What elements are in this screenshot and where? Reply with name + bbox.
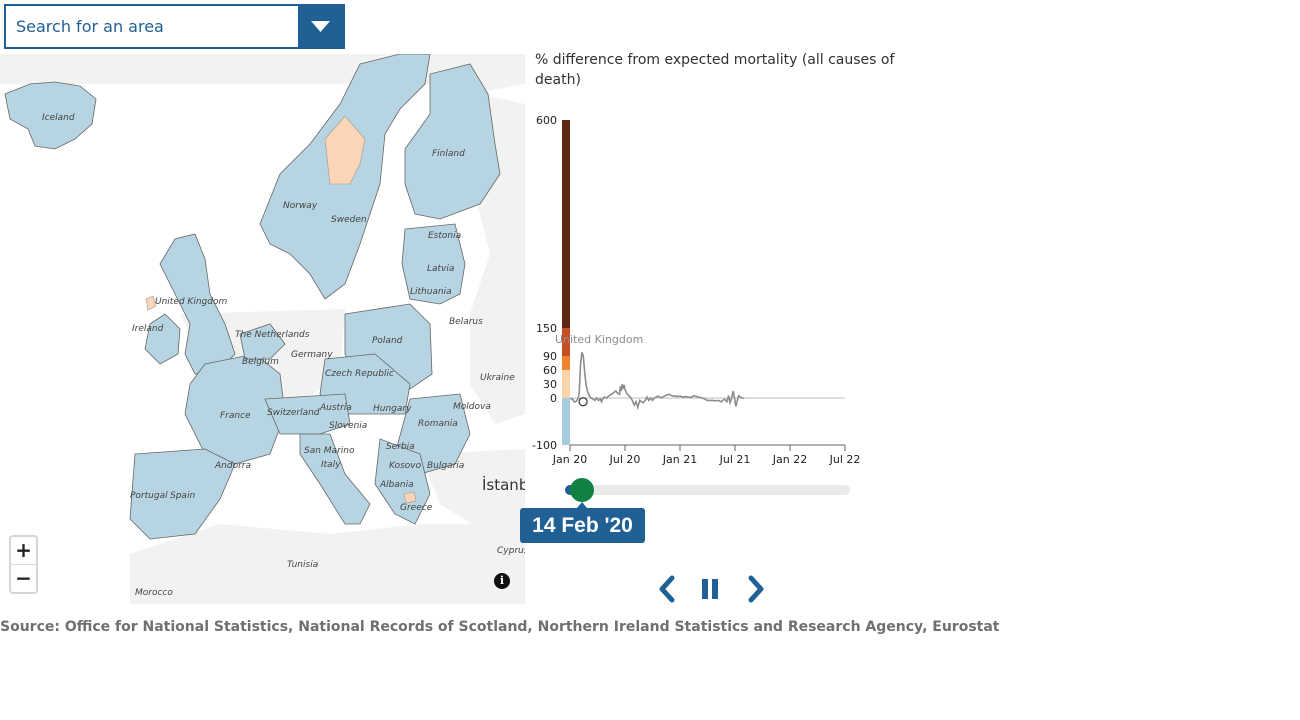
legend-band: [562, 356, 570, 370]
map-label-poland: Poland: [372, 336, 403, 346]
map-label-belarus: Belarus: [449, 317, 483, 327]
map-canvas[interactable]: Iceland Finland Norway Sweden Estonia La…: [0, 54, 525, 604]
map-label-kosovo: Kosovo: [389, 461, 422, 471]
map-label-czech-republic: Czech Republic: [325, 369, 394, 379]
current-point-marker: [578, 397, 588, 407]
x-tick-label: Jul 20: [609, 453, 641, 466]
map-label-ukraine: Ukraine: [480, 373, 515, 383]
map-label-united-kingdom: United Kingdom: [155, 297, 227, 307]
map-label-france: France: [220, 411, 251, 421]
legend-band: [562, 370, 570, 384]
zoom-out-button[interactable]: −: [15, 566, 32, 590]
map-label-lithuania: Lithuania: [410, 287, 452, 297]
map-label-norway: Norway: [283, 201, 318, 211]
search-dropdown-button[interactable]: [298, 6, 343, 47]
time-slider-track[interactable]: [565, 485, 850, 495]
area-search[interactable]: [4, 4, 345, 49]
map-label-bulgaria: Bulgaria: [427, 461, 464, 471]
info-icon[interactable]: i: [494, 573, 510, 589]
chart-title: % difference from expected mortality (al…: [535, 52, 895, 88]
previous-button[interactable]: [655, 575, 681, 603]
next-button[interactable]: [743, 575, 769, 603]
y-tick-label: 60: [543, 364, 557, 377]
pause-icon: [702, 579, 718, 599]
chevron-down-icon: [311, 21, 330, 32]
pause-button[interactable]: [699, 575, 725, 603]
x-tick-label: Jul 22: [829, 453, 861, 466]
x-tick-label: Jul 21: [719, 453, 751, 466]
map-label-moldova: Moldova: [453, 402, 491, 412]
y-tick-label: 0: [550, 392, 557, 405]
search-input[interactable]: [6, 6, 300, 47]
current-date-label: 14 Feb '20: [520, 502, 645, 543]
y-tick-label: 30: [543, 378, 557, 391]
chevron-left-icon: [659, 575, 675, 603]
map-label-hungary: Hungary: [373, 404, 412, 414]
series-label: United Kingdom: [555, 333, 643, 346]
x-tick-label: Jan 21: [662, 453, 697, 466]
zoom-in-button[interactable]: +: [11, 537, 36, 565]
playback-controls: [655, 575, 770, 603]
map-label-germany: Germany: [291, 350, 333, 360]
map-label-ireland: Ireland: [132, 324, 164, 334]
map-label-netherlands: The Netherlands: [235, 330, 310, 340]
map-label-cyprus: Cyprus: [497, 546, 525, 556]
map-label-romania: Romania: [418, 419, 458, 429]
map-label-albania: Albania: [379, 480, 414, 490]
map-label-italy: Italy: [321, 460, 341, 470]
series-line-united-kingdom: [569, 352, 745, 411]
map-label-sweden: Sweden: [331, 215, 367, 225]
map-label-iceland: Iceland: [42, 113, 75, 123]
europe-map[interactable]: Iceland Finland Norway Sweden Estonia La…: [0, 54, 525, 604]
map-label-spain: Spain: [170, 491, 195, 501]
y-tick-label: 600: [536, 114, 557, 127]
legend-band: [562, 120, 570, 328]
map-label-latvia: Latvia: [427, 264, 454, 274]
map-label-greece: Greece: [400, 503, 433, 513]
mortality-chart: 600 150 90 60 30 0 -100 Jan 20 Jul 20 Jan 21 Jul 2…: [525, 100, 925, 480]
map-label-istanbul: İstanbu: [482, 476, 525, 494]
map-label-serbia: Serbia: [386, 442, 415, 452]
map-label-portugal: Portugal: [130, 491, 168, 501]
x-tick-label: Jan 22: [772, 453, 807, 466]
map-label-andorra: Andorra: [214, 461, 251, 471]
source-note: Source: Office for National Statistics, …: [0, 619, 1000, 635]
map-label-austria: Austria: [319, 403, 352, 413]
y-tick-label: 90: [543, 350, 557, 363]
map-label-morocco: Morocco: [135, 588, 173, 598]
map-label-finland: Finland: [432, 149, 465, 159]
legend-band: [562, 328, 570, 356]
time-slider-handle[interactable]: [570, 478, 594, 502]
map-label-switzerland: Switzerland: [267, 408, 320, 418]
chevron-right-icon: [748, 575, 764, 603]
zoom-control: + −: [9, 535, 38, 594]
map-label-estonia: Estonia: [428, 231, 461, 241]
x-tick-label: Jan 20: [552, 453, 587, 466]
y-tick-label: 150: [536, 322, 557, 335]
map-label-belgium: Belgium: [242, 357, 279, 367]
map-label-slovenia: Slovenia: [329, 421, 367, 431]
y-tick-label: -100: [532, 439, 557, 452]
map-label-tunisia: Tunisia: [287, 560, 318, 570]
map-label-san-marino: San Marino: [304, 446, 355, 456]
legend-band: [562, 398, 570, 445]
legend-band: [562, 384, 570, 398]
